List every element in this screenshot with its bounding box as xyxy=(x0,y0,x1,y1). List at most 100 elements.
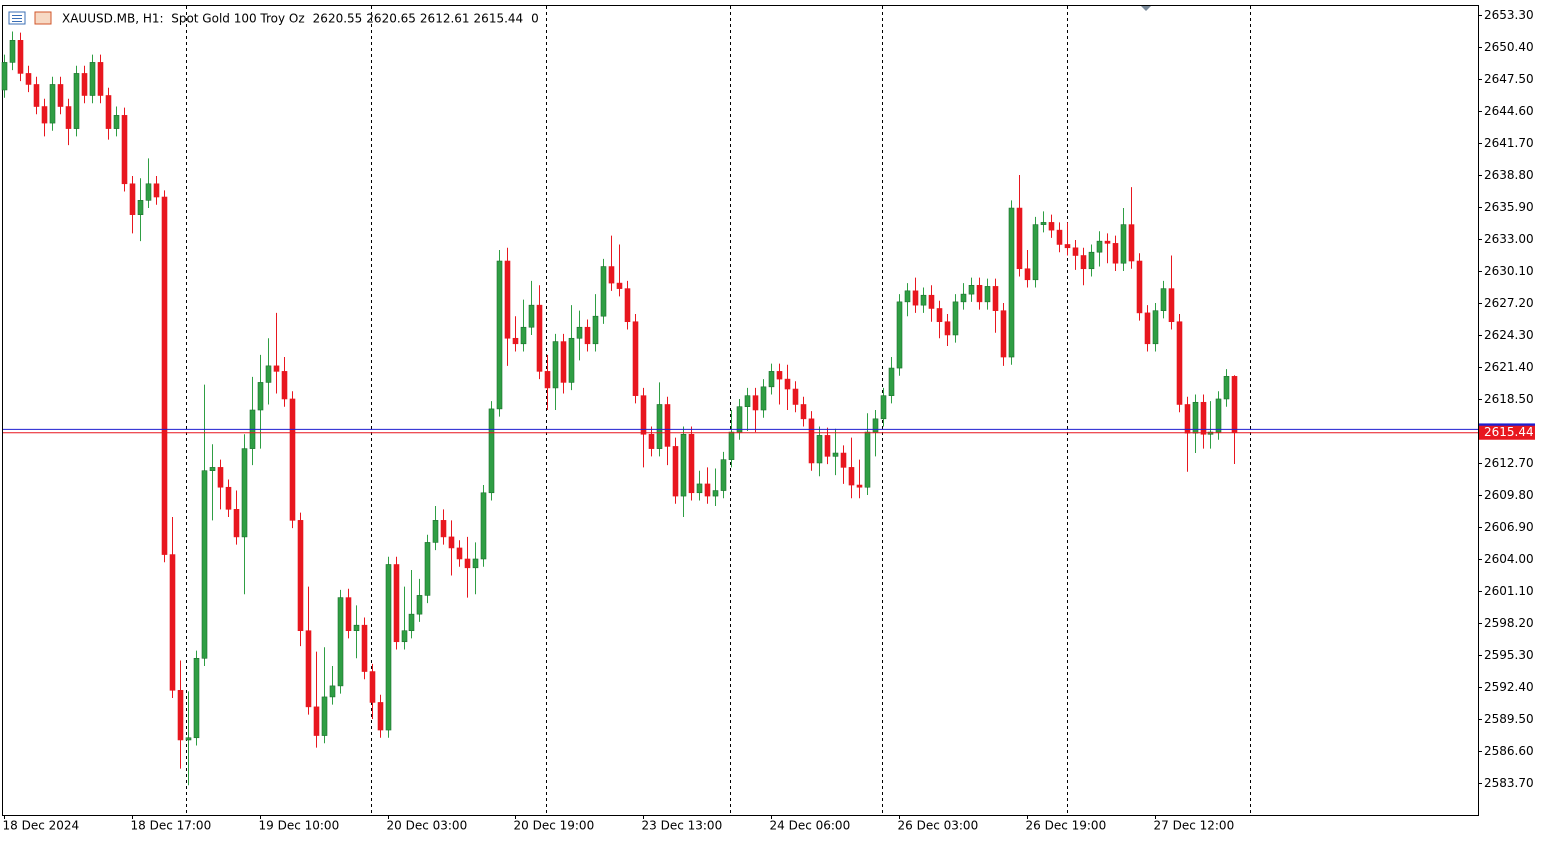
chart-title: XAUUSD.MB, H1: Spot Gold 100 Troy Oz xyxy=(62,12,305,26)
candle-body xyxy=(792,388,799,405)
x-tick-label: 23 Dec 13:00 xyxy=(642,819,723,833)
candle-body xyxy=(680,433,687,497)
x-tick-label: 18 Dec 2024 xyxy=(3,819,80,833)
candle-body xyxy=(1048,222,1055,231)
y-tick-label: 2630.10 xyxy=(1484,264,1534,278)
candle-body xyxy=(1016,207,1023,270)
candle-body xyxy=(920,294,927,306)
candle-body xyxy=(520,326,527,345)
candle-body xyxy=(448,536,455,549)
candle-body xyxy=(416,595,423,615)
candle-body xyxy=(9,40,16,63)
candle-body xyxy=(385,564,392,731)
y-tick-label: 2586.60 xyxy=(1484,744,1534,758)
candle-body xyxy=(353,624,360,632)
candle-body xyxy=(1223,376,1230,400)
candle-body xyxy=(496,260,503,410)
candle-body xyxy=(824,435,831,457)
candle-body xyxy=(840,452,847,468)
candle-body xyxy=(1231,376,1238,434)
candle-body xyxy=(952,301,959,336)
candle-body xyxy=(1136,260,1143,314)
candle-body xyxy=(49,84,56,124)
candle-body xyxy=(369,671,376,703)
candle-body xyxy=(1096,240,1103,253)
candle-body xyxy=(129,183,136,215)
header-open: 2620.55 xyxy=(313,12,363,26)
candle-body xyxy=(968,284,975,295)
bid-label: 2615.44 xyxy=(1484,425,1534,439)
x-tick-label: 18 Dec 17:00 xyxy=(131,819,212,833)
candle-body xyxy=(1168,288,1175,323)
y-tick-label: 2609.80 xyxy=(1484,488,1534,502)
candle-body xyxy=(816,435,823,464)
candle-body xyxy=(648,433,655,449)
candle-body xyxy=(904,290,911,303)
candle-body xyxy=(377,702,384,731)
candle-body xyxy=(1160,288,1167,311)
candle-body xyxy=(1120,224,1127,264)
candle-body xyxy=(265,365,272,383)
y-tick-label: 2583.70 xyxy=(1484,776,1534,790)
candle-body xyxy=(257,382,264,411)
candle-body xyxy=(105,95,112,129)
candle-body xyxy=(688,433,695,494)
candle-body xyxy=(488,408,495,494)
candle-body xyxy=(576,326,583,339)
candle-body xyxy=(1152,310,1159,345)
candle-body xyxy=(73,73,80,129)
candle-body xyxy=(872,418,879,433)
header-volume: 0 xyxy=(531,12,539,26)
candle-body xyxy=(345,597,352,632)
candle-body xyxy=(241,448,248,538)
candle-body xyxy=(1176,321,1183,405)
shift-marker[interactable] xyxy=(1141,6,1151,11)
candle-body xyxy=(456,547,463,560)
candle-body xyxy=(544,371,551,389)
candle-body xyxy=(424,542,431,596)
candles xyxy=(1,31,1238,786)
x-tick-label: 20 Dec 03:00 xyxy=(387,819,468,833)
candle-body xyxy=(1215,398,1222,433)
candle-body xyxy=(217,467,224,488)
candle-body xyxy=(153,183,160,198)
y-tick-label: 2647.50 xyxy=(1484,72,1534,86)
symbol-icon[interactable] xyxy=(34,11,52,25)
candle-body xyxy=(1192,401,1199,434)
candle-body xyxy=(145,183,152,201)
candle-body xyxy=(712,490,719,497)
candle-body xyxy=(616,282,623,289)
candle-body xyxy=(297,520,304,632)
candle-body xyxy=(936,308,943,323)
header: XAUUSD.MB, H1: Spot Gold 100 Troy Oz xyxy=(62,12,305,26)
y-tick-label: 2601.10 xyxy=(1484,584,1534,598)
candle-body xyxy=(113,115,120,129)
candle-body xyxy=(1144,312,1151,345)
y-tick-label: 2638.80 xyxy=(1484,168,1534,182)
candle-body xyxy=(528,304,535,328)
candle-body xyxy=(432,520,439,543)
candle-body xyxy=(760,386,767,411)
y-tick-label: 2589.50 xyxy=(1484,712,1534,726)
candle-body xyxy=(512,337,519,345)
candle-body xyxy=(736,406,743,433)
candle-body xyxy=(1008,207,1015,358)
candle-body xyxy=(864,431,871,488)
candle-body xyxy=(65,106,72,129)
candle-body xyxy=(121,115,128,185)
candle-body xyxy=(193,657,200,739)
candle-body xyxy=(856,484,863,488)
candle-body xyxy=(209,467,216,471)
y-tick-label: 2624.30 xyxy=(1484,328,1534,342)
candle-body xyxy=(568,337,575,383)
candle-body xyxy=(1072,247,1079,256)
candle-body xyxy=(281,371,288,400)
candle-body xyxy=(752,395,759,411)
candle-body xyxy=(768,371,775,388)
candle-body xyxy=(33,84,40,107)
candle-body xyxy=(401,630,408,643)
y-tick-label: 2606.90 xyxy=(1484,520,1534,534)
candle-body xyxy=(1112,243,1119,264)
